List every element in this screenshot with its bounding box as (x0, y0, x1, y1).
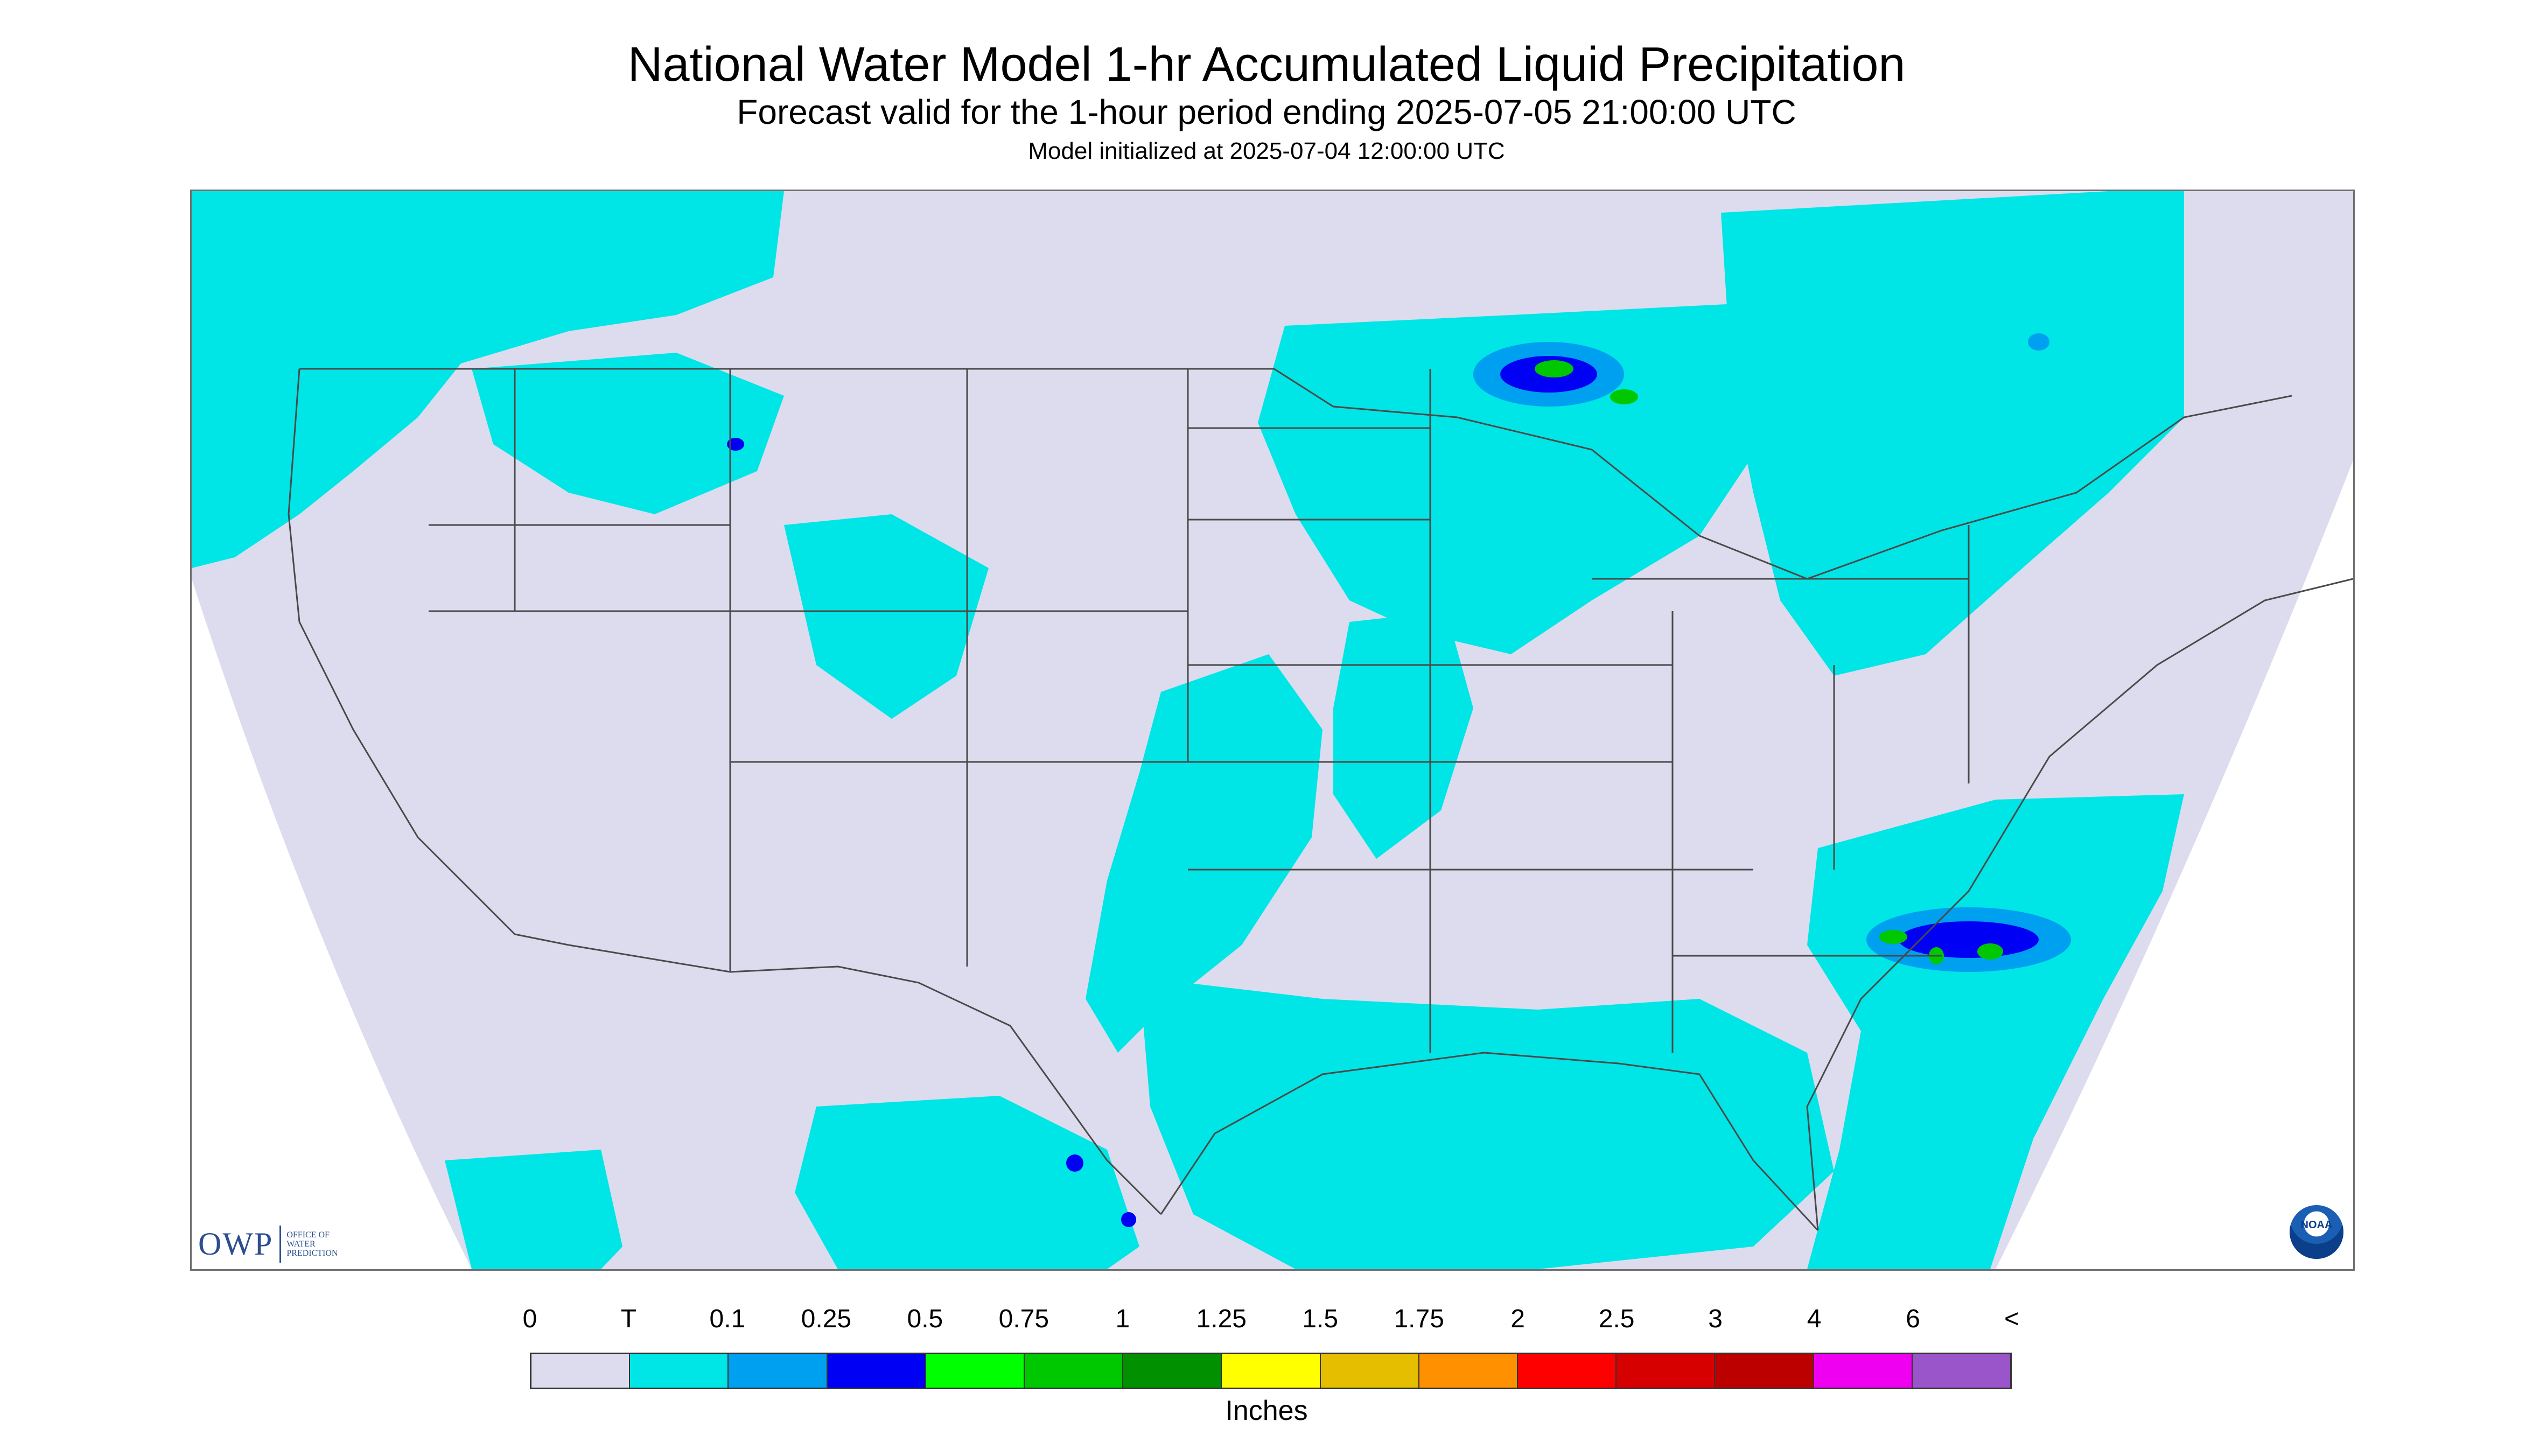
legend-swatch (729, 1354, 828, 1388)
projection-edge-left (192, 579, 472, 1269)
legend-label: < (2004, 1305, 2020, 1333)
owp-logo-mark: OWP (198, 1225, 282, 1263)
core-quebec-025 (2028, 333, 2049, 351)
core-atlantic-075a (1879, 930, 1907, 944)
core-superior-075b (1610, 389, 1638, 404)
legend-swatch (1419, 1354, 1519, 1388)
precipitation-map (190, 190, 2355, 1271)
us-canada-border (299, 368, 2292, 580)
precip-area-pacific-northwest (192, 191, 784, 568)
legend-labels: 0 T 0.1 0.25 0.5 0.75 1 1.25 1.5 1.75 2 2.5 3 4 6 < (523, 1300, 2019, 1343)
owp-logo-words: Office of Water Prediction (281, 1230, 338, 1258)
legend-label: 0.25 (801, 1305, 852, 1333)
core-mexico-05a (1066, 1154, 1083, 1172)
owp-logo: OWP Office of Water Prediction (198, 1222, 338, 1265)
east-coast (1806, 578, 2353, 1231)
legend-color-bar (530, 1353, 2012, 1389)
legend-swatch (1715, 1354, 1814, 1388)
legend-label: 1.25 (1196, 1305, 1247, 1333)
map-title: National Water Model 1-hr Accumulated Li… (627, 38, 1906, 92)
legend-label: 0.75 (998, 1305, 1049, 1333)
legend-label: 2.5 (1598, 1305, 1635, 1333)
legend-label: 2 (1510, 1305, 1526, 1333)
precip-area-mexico (795, 1096, 1139, 1269)
precip-trace-areas (192, 191, 2184, 1269)
noaa-logo: NOAA (2290, 1205, 2343, 1259)
precip-area-gulf-florida (1139, 977, 1834, 1269)
precip-area-great-lakes (1258, 304, 1834, 654)
map-canvas (192, 191, 2353, 1269)
precip-area-colorado (784, 514, 989, 719)
model-init-line: Model initialized at 2025-07-04 12:00:00… (1028, 138, 1505, 164)
precip-area-mississippi (1333, 611, 1473, 859)
legend-swatch (827, 1354, 926, 1388)
core-montana-05 (727, 438, 744, 451)
gulf-coast (1160, 1052, 1819, 1231)
legend-label: 1.75 (1394, 1305, 1444, 1333)
legend-label: 3 (1708, 1305, 1723, 1333)
precip-area-baja-offshore (445, 1150, 622, 1269)
state-lines-east (1592, 525, 1970, 1053)
legend-label: 6 (1906, 1305, 1920, 1333)
core-mexico-05b (1121, 1212, 1136, 1227)
precip-area-montana (472, 353, 784, 514)
forecast-valid-subtitle: Forecast valid for the 1-hour period end… (737, 93, 1796, 131)
legend-swatch (1320, 1354, 1419, 1388)
core-atlantic-075b (1977, 943, 2003, 960)
legend-units-label: Inches (1225, 1395, 1308, 1426)
political-boundaries (288, 368, 2353, 1231)
precip-area-atlantic-offshore (1807, 794, 2184, 1269)
core-superior-075 (1535, 360, 1573, 377)
projection-edge-right (1996, 460, 2353, 1269)
legend-label: 4 (1807, 1305, 1822, 1333)
precip-legend: 0 T 0.1 0.25 0.5 0.75 1 1.25 1.5 1.75 2 2.5 3 4 6 < (523, 1300, 2019, 1408)
precip-area-quebec (1721, 191, 2184, 676)
legend-swatch (926, 1354, 1025, 1388)
legend-label: 1 (1115, 1305, 1130, 1333)
legend-label: 0.5 (907, 1305, 943, 1333)
owp-word-3: Prediction (286, 1248, 338, 1258)
legend-swatch (630, 1354, 729, 1388)
precip-area-central-plains (1086, 654, 1323, 1053)
state-lines-central (1188, 369, 1753, 1053)
legend-label: 0 (522, 1305, 537, 1333)
legend-swatch (1617, 1354, 1716, 1388)
noaa-logo-text: NOAA (2300, 1219, 2333, 1231)
legend-swatch (531, 1354, 631, 1388)
state-lines-west (429, 369, 1189, 972)
owp-word-1: Office of (286, 1230, 330, 1240)
legend-label: T (620, 1305, 637, 1333)
legend-swatch (1123, 1354, 1222, 1388)
legend-label: 0.1 (709, 1305, 746, 1333)
legend-swatch (1814, 1354, 1913, 1388)
owp-word-2: Water (286, 1239, 316, 1249)
legend-swatch (1025, 1354, 1124, 1388)
west-coast (288, 368, 569, 946)
legend-swatch (1222, 1354, 1321, 1388)
legend-label: 1.5 (1302, 1305, 1339, 1333)
legend-swatch (1518, 1354, 1617, 1388)
legend-swatch (1912, 1354, 2011, 1388)
